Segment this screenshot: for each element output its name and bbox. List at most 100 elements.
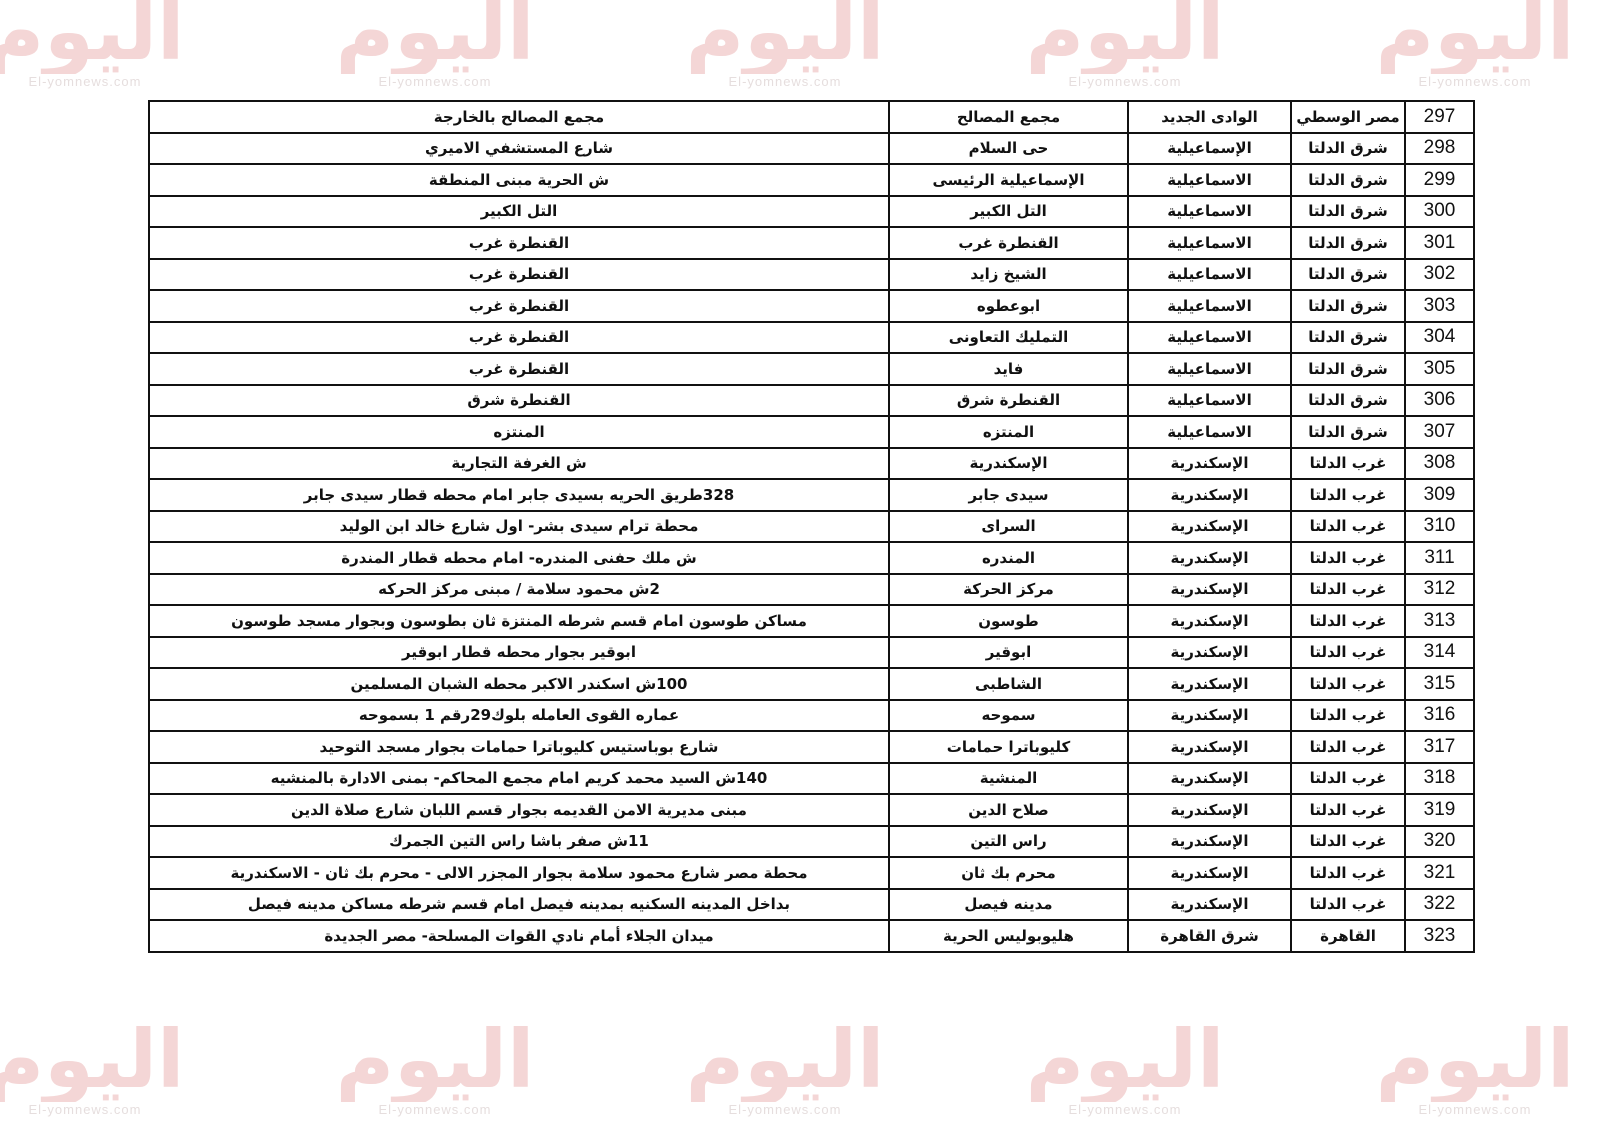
office-cell: هليوبوليس الحرية <box>888 919 1129 953</box>
governorate-cell: الاسماعيلية <box>1127 226 1292 260</box>
table-body: 297 مصر الوسطي الوادى الجديد مجمع المصالح مج… <box>148 100 1475 953</box>
region-cell: غرب الدلتا <box>1290 761 1406 795</box>
address-cell: القنطرة غرب <box>148 320 890 354</box>
region-cell: شرق الدلتا <box>1290 226 1406 260</box>
office-cell: كليوباترا حمامات <box>888 730 1129 764</box>
address-cell: مبنى مديرية الامن القديمه بجوار قسم اللب… <box>148 793 890 827</box>
region-cell: شرق الدلتا <box>1290 415 1406 449</box>
watermark-site: El-yomnews.com <box>28 1102 142 1117</box>
row-number: 322 <box>1404 887 1475 921</box>
table-row: 303 شرق الدلتا الاسماعيلية ابوعطوه القنطرة غ… <box>148 289 1475 323</box>
row-number: 321 <box>1404 856 1475 890</box>
governorate-cell: الإسكندرية <box>1127 478 1292 512</box>
region-cell: غرب الدلتا <box>1290 667 1406 701</box>
table-row: 323 القاهرة شرق القاهرة هليوبوليس الحرية ميد… <box>148 919 1475 953</box>
table-row: 306 شرق الدلتا الاسماعيلية القنطرة شرق القنط… <box>148 383 1475 417</box>
table-row: 322 غرب الدلتا الإسكندرية مدينه فيصل بداخل ا… <box>148 887 1475 921</box>
address-cell: القنطرة غرب <box>148 289 890 323</box>
row-number: 304 <box>1404 320 1475 354</box>
watermark-logo: اليوم El-yomnews.com <box>0 1018 250 1123</box>
governorate-cell: الإسكندرية <box>1127 698 1292 732</box>
row-number: 313 <box>1404 604 1475 638</box>
governorate-cell: الإسكندرية <box>1127 824 1292 858</box>
watermark-site: El-yomnews.com <box>1418 1102 1532 1117</box>
governorate-cell: الاسماعيلية <box>1127 352 1292 386</box>
governorate-cell: الإسكندرية <box>1127 541 1292 575</box>
region-cell: غرب الدلتا <box>1290 509 1406 543</box>
office-cell: الإسكندرية <box>888 446 1129 480</box>
governorate-cell: الاسماعيلية <box>1127 163 1292 197</box>
row-number: 311 <box>1404 541 1475 575</box>
table-row: 308 غرب الدلتا الإسكندرية الإسكندرية ش الغرف… <box>148 446 1475 480</box>
watermark-logo-text: اليوم <box>1025 1018 1225 1102</box>
watermark-logo: اليوم El-yomnews.com <box>620 1018 950 1123</box>
region-cell: شرق الدلتا <box>1290 352 1406 386</box>
office-cell: الإسماعيلية الرئيسى <box>888 163 1129 197</box>
region-cell: غرب الدلتا <box>1290 793 1406 827</box>
table-row: 310 غرب الدلتا الإسكندرية السراى محطة ترام س… <box>148 509 1475 543</box>
governorate-cell: الاسماعيلية <box>1127 383 1292 417</box>
office-cell: فايد <box>888 352 1129 386</box>
address-cell: شارع المستشفي الاميري <box>148 131 890 165</box>
address-cell: عماره القوى العامله بلوك29رقم 1 بسموحه <box>148 698 890 732</box>
table-row: 318 غرب الدلتا الإسكندرية المنشية 140ش السيد… <box>148 761 1475 795</box>
table-row: 314 غرب الدلتا الإسكندرية ابوقير ابوقير بجوا… <box>148 635 1475 669</box>
address-cell: القنطرة غرب <box>148 226 890 260</box>
address-cell: شارع بوباستيس كليوباترا حمامات بجوار مسج… <box>148 730 890 764</box>
address-cell: 328طريق الحريه بسيدى جابر امام محطه قطار… <box>148 478 890 512</box>
watermark-site: El-yomnews.com <box>378 74 492 89</box>
address-cell: ش الغرفة التجارية <box>148 446 890 480</box>
governorate-cell: الإسكندرية <box>1127 635 1292 669</box>
governorate-cell: الإسكندرية <box>1127 509 1292 543</box>
table-row: 307 شرق الدلتا الاسماعيلية المنتزه المنتزه <box>148 415 1475 449</box>
office-cell: مدينه فيصل <box>888 887 1129 921</box>
table-row: 298 شرق الدلتا الإسماعيلية حى السلام شارع ال… <box>148 131 1475 165</box>
region-cell: غرب الدلتا <box>1290 730 1406 764</box>
address-cell: 11ش صفر باشا راس التين الجمرك <box>148 824 890 858</box>
watermark-logo-text: اليوم <box>1375 0 1575 74</box>
table-row: 311 غرب الدلتا الإسكندرية المندره ش ملك حفنى… <box>148 541 1475 575</box>
office-cell: مركز الحركة <box>888 572 1129 606</box>
address-cell: مجمع المصالح بالخارجة <box>148 100 890 134</box>
table-row: 299 شرق الدلتا الاسماعيلية الإسماعيلية الرئ… <box>148 163 1475 197</box>
address-cell: 100ش اسكندر الاكبر محطه الشبان المسلمين <box>148 667 890 701</box>
address-cell: 2ش محمود سلامة / مبنى مركز الحركه <box>148 572 890 606</box>
office-cell: القنطرة غرب <box>888 226 1129 260</box>
table-row: 312 غرب الدلتا الإسكندرية مركز الحركة 2ش محم… <box>148 572 1475 606</box>
table-row: 317 غرب الدلتا الإسكندرية كليوباترا حمامات ش… <box>148 730 1475 764</box>
governorate-cell: الإسكندرية <box>1127 572 1292 606</box>
row-number: 319 <box>1404 793 1475 827</box>
office-cell: مجمع المصالح <box>888 100 1129 134</box>
watermark-logo: اليوم El-yomnews.com <box>960 0 1290 95</box>
region-cell: شرق الدلتا <box>1290 320 1406 354</box>
table-row: 316 غرب الدلتا الإسكندرية سموحه عماره القوى … <box>148 698 1475 732</box>
row-number: 315 <box>1404 667 1475 701</box>
row-number: 305 <box>1404 352 1475 386</box>
address-cell: المنتزه <box>148 415 890 449</box>
address-cell: محطة مصر شارع محمود سلامة بجوار المجزر ا… <box>148 856 890 890</box>
office-cell: المندره <box>888 541 1129 575</box>
watermark-logo-text: اليوم <box>1025 0 1225 74</box>
office-cell: ابوعطوه <box>888 289 1129 323</box>
address-cell: ش ملك حفنى المندره- امام محطه قطار المند… <box>148 541 890 575</box>
table-row: 301 شرق الدلتا الاسماعيلية القنطرة غرب القنط… <box>148 226 1475 260</box>
governorate-cell: الوادى الجديد <box>1127 100 1292 134</box>
region-cell: غرب الدلتا <box>1290 635 1406 669</box>
row-number: 318 <box>1404 761 1475 795</box>
watermark-site: El-yomnews.com <box>1068 74 1182 89</box>
table-row: 319 غرب الدلتا الإسكندرية صلاح الدين مبنى مد… <box>148 793 1475 827</box>
table-row: 300 شرق الدلتا الاسماعيلية التل الكبير التل … <box>148 194 1475 228</box>
watermark-logo-text: اليوم <box>1375 1018 1575 1102</box>
office-cell: حى السلام <box>888 131 1129 165</box>
region-cell: شرق الدلتا <box>1290 131 1406 165</box>
office-cell: سموحه <box>888 698 1129 732</box>
office-cell: ابوقير <box>888 635 1129 669</box>
table-row: 305 شرق الدلتا الاسماعيلية فايد القنطرة غرب <box>148 352 1475 386</box>
table-row: 320 غرب الدلتا الإسكندرية راس التين 11ش صفر … <box>148 824 1475 858</box>
office-cell: طوسون <box>888 604 1129 638</box>
row-number: 323 <box>1404 919 1475 953</box>
watermark-logo-text: اليوم <box>335 1018 535 1102</box>
office-cell: التمليك التعاونى <box>888 320 1129 354</box>
watermark-logo-text: اليوم <box>335 0 535 74</box>
watermark-logo: اليوم El-yomnews.com <box>1310 1018 1600 1123</box>
